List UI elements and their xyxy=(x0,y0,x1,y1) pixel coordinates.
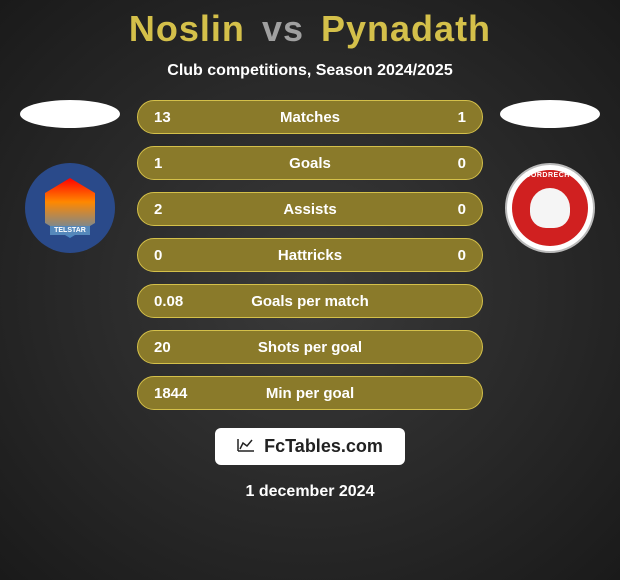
stat-label: Assists xyxy=(204,201,416,218)
stat-row: 20Shots per goal xyxy=(137,330,483,364)
stat-left-value: 0.08 xyxy=(154,293,204,310)
club-badge-telstar: TELSTAR xyxy=(25,163,115,253)
fctables-text: FcTables.com xyxy=(264,436,383,456)
stat-row: 13Matches1 xyxy=(137,100,483,134)
stats-column: 13Matches11Goals02Assists00Hattricks00.0… xyxy=(125,100,495,422)
dordrecht-label: DORDRECHT xyxy=(512,172,588,179)
player2-name: Pynadath xyxy=(321,8,491,49)
stat-row: 0.08Goals per match xyxy=(137,284,483,318)
vs-text: vs xyxy=(262,8,304,49)
stat-label: Hattricks xyxy=(204,247,416,264)
stat-left-value: 1844 xyxy=(154,385,204,402)
date-text: 1 december 2024 xyxy=(0,483,620,501)
stat-left-value: 2 xyxy=(154,201,204,218)
stat-right-value: 0 xyxy=(416,155,466,172)
stat-row: 1844Min per goal xyxy=(137,376,483,410)
right-column: DORDRECHT xyxy=(495,100,605,253)
player1-name: Noslin xyxy=(129,8,245,49)
chart-icon xyxy=(237,436,260,456)
fctables-badge[interactable]: FcTables.com xyxy=(215,428,405,465)
header: Noslin vs Pynadath Club competitions, Se… xyxy=(0,0,620,80)
stat-right-value: 0 xyxy=(416,247,466,264)
stat-row: 2Assists0 xyxy=(137,192,483,226)
content-area: TELSTAR 13Matches11Goals02Assists00Hattr… xyxy=(0,100,620,422)
dordrecht-inner: DORDRECHT xyxy=(512,170,588,246)
footer: FcTables.com 1 december 2024 xyxy=(0,428,620,501)
stat-label: Goals xyxy=(204,155,416,172)
stat-label: Shots per goal xyxy=(204,339,416,356)
player2-avatar-placeholder xyxy=(500,100,600,128)
sheep-icon xyxy=(530,188,570,228)
stat-label: Matches xyxy=(204,109,416,126)
subtitle: Club competitions, Season 2024/2025 xyxy=(0,62,620,80)
stat-left-value: 1 xyxy=(154,155,204,172)
club-badge-dordrecht: DORDRECHT xyxy=(505,163,595,253)
stat-row: 1Goals0 xyxy=(137,146,483,180)
player1-avatar-placeholder xyxy=(20,100,120,128)
left-column: TELSTAR xyxy=(15,100,125,253)
stat-label: Goals per match xyxy=(204,293,416,310)
stat-right-value: 0 xyxy=(416,201,466,218)
stat-left-value: 13 xyxy=(154,109,204,126)
comparison-title: Noslin vs Pynadath xyxy=(0,8,620,50)
stat-left-value: 0 xyxy=(154,247,204,264)
stat-right-value: 1 xyxy=(416,109,466,126)
stat-label: Min per goal xyxy=(204,385,416,402)
stat-left-value: 20 xyxy=(154,339,204,356)
stat-row: 0Hattricks0 xyxy=(137,238,483,272)
telstar-label: TELSTAR xyxy=(50,226,90,235)
